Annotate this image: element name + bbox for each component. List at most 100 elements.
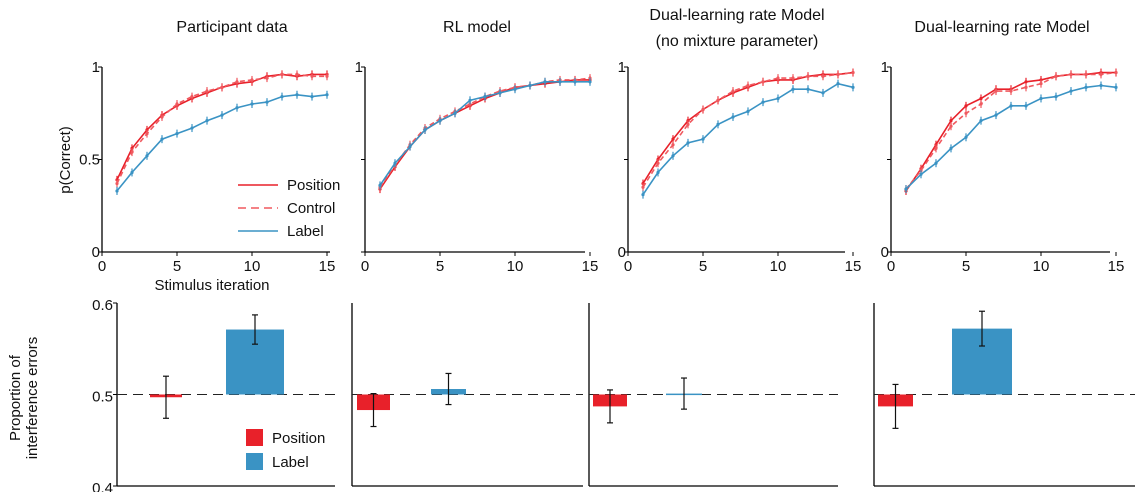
data-point <box>310 74 314 78</box>
data-point <box>220 85 224 89</box>
x-tick-label: 15 <box>845 258 862 275</box>
legend-label: Position <box>272 430 325 447</box>
data-point <box>483 95 487 99</box>
legend-label: Control <box>287 200 335 217</box>
data-point <box>919 172 923 176</box>
data-point <box>1039 96 1043 101</box>
data-point <box>220 113 224 117</box>
data-point <box>686 122 690 126</box>
data-point <box>423 128 427 132</box>
series-line-label <box>905 84 1117 190</box>
y-tick-label: 0 <box>92 244 100 261</box>
data-point <box>280 72 284 76</box>
data-point <box>280 95 284 99</box>
data-point <box>1039 82 1043 86</box>
data-point <box>746 83 750 88</box>
data-point <box>1114 70 1118 75</box>
data-point <box>378 183 382 187</box>
y-axis-label-line: Proportion of <box>7 354 24 441</box>
data-point <box>731 115 735 119</box>
data-point <box>641 185 645 189</box>
data-point <box>671 154 675 158</box>
data-point <box>716 98 720 102</box>
y-axis-label-line: interference errors <box>24 337 41 460</box>
data-point <box>438 119 442 123</box>
data-point <box>1084 72 1088 76</box>
data-point <box>671 137 675 141</box>
data-point <box>1099 83 1103 88</box>
x-tick-label: 10 <box>244 258 261 275</box>
data-point <box>949 146 953 150</box>
data-point <box>731 89 735 93</box>
data-point <box>1054 95 1058 99</box>
x-tick-label: 0 <box>624 258 632 275</box>
y-tick-label: 1 <box>92 59 100 76</box>
data-point <box>746 109 750 113</box>
data-point <box>686 141 690 145</box>
panel-title: RL model <box>443 19 511 36</box>
data-point <box>851 70 855 75</box>
x-tick-label: 0 <box>98 258 106 275</box>
data-point <box>761 100 765 104</box>
data-point <box>656 161 660 165</box>
data-point <box>393 161 397 165</box>
data-point <box>498 91 502 95</box>
data-point <box>573 80 577 84</box>
y-tick-label: 0 <box>618 244 626 261</box>
panel-title: Dual-learning rate Model <box>649 7 824 24</box>
x-tick-label: 5 <box>436 258 444 275</box>
series-line-control <box>642 71 854 188</box>
data-point <box>250 78 254 82</box>
y-tick-label: 0.6 <box>92 297 113 314</box>
data-point <box>836 82 840 86</box>
panel-title: (no mixture parameter) <box>656 33 819 50</box>
data-point <box>145 132 149 136</box>
data-point <box>190 126 194 130</box>
y-axis-label: Proportion ofinterference errors <box>7 337 41 460</box>
data-point <box>1024 85 1028 89</box>
data-point <box>1084 85 1088 89</box>
data-point <box>701 107 705 112</box>
data-point <box>235 80 239 84</box>
legend-label: Label <box>272 454 309 471</box>
x-tick-label: 10 <box>1033 258 1050 275</box>
data-point <box>1009 89 1013 93</box>
data-point <box>295 72 299 76</box>
data-point <box>1099 72 1103 76</box>
data-point <box>979 119 983 123</box>
data-point <box>325 74 329 78</box>
data-point <box>1069 89 1073 93</box>
x-tick-label: 15 <box>582 258 599 275</box>
data-point <box>325 93 329 97</box>
x-tick-label: 10 <box>770 258 787 275</box>
y-tick-label: 1 <box>618 59 626 76</box>
data-point <box>265 76 269 80</box>
legend-label: Label <box>287 223 324 240</box>
data-point <box>588 80 592 84</box>
y-tick-label: 0.5 <box>92 389 113 406</box>
y-tick-label: 1 <box>355 59 363 76</box>
data-point <box>295 93 299 97</box>
data-point <box>791 87 795 91</box>
data-point <box>453 111 457 115</box>
x-tick-label: 0 <box>361 258 369 275</box>
data-point <box>1054 74 1058 78</box>
data-point <box>408 144 412 149</box>
data-point <box>776 76 780 80</box>
data-point <box>671 143 675 147</box>
data-point <box>979 96 983 101</box>
legend-swatch <box>246 429 263 446</box>
x-tick-label: 5 <box>699 258 707 275</box>
data-point <box>265 100 269 104</box>
x-axis-label: Stimulus iteration <box>154 277 269 294</box>
data-point <box>235 106 239 110</box>
data-point <box>641 193 645 197</box>
data-point <box>994 113 998 117</box>
data-point <box>130 150 134 154</box>
data-point <box>964 104 968 108</box>
x-tick-label: 0 <box>887 258 895 275</box>
data-point <box>1009 104 1013 108</box>
data-point <box>205 119 209 123</box>
series-line-control <box>905 71 1117 190</box>
